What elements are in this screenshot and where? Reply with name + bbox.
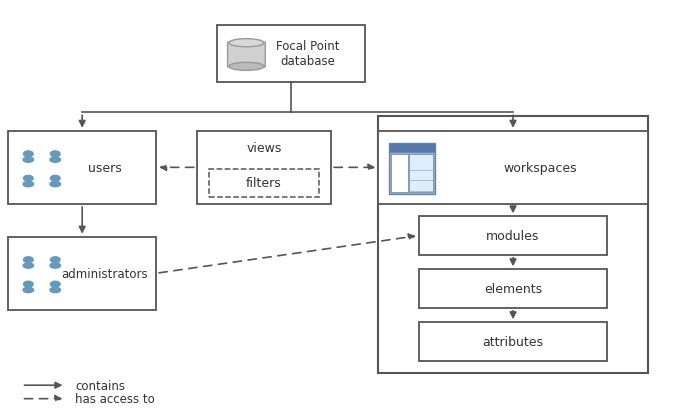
Text: attributes: attributes <box>483 335 544 348</box>
Ellipse shape <box>50 288 60 293</box>
FancyBboxPatch shape <box>228 43 265 68</box>
Ellipse shape <box>23 157 34 163</box>
FancyBboxPatch shape <box>389 144 435 194</box>
FancyBboxPatch shape <box>8 237 156 310</box>
Circle shape <box>24 176 33 182</box>
Text: users: users <box>87 162 121 174</box>
Circle shape <box>24 152 33 157</box>
Text: Focal Point
database: Focal Point database <box>276 40 339 68</box>
FancyBboxPatch shape <box>391 154 408 193</box>
FancyBboxPatch shape <box>419 322 607 361</box>
Text: contains: contains <box>76 379 126 392</box>
Circle shape <box>51 152 60 157</box>
Circle shape <box>51 281 60 288</box>
Ellipse shape <box>23 182 34 187</box>
Ellipse shape <box>50 182 60 187</box>
Circle shape <box>24 257 33 263</box>
Text: views: views <box>246 142 282 155</box>
FancyBboxPatch shape <box>217 26 365 83</box>
Ellipse shape <box>229 63 264 71</box>
FancyBboxPatch shape <box>409 154 433 193</box>
Text: filters: filters <box>246 177 282 190</box>
Ellipse shape <box>50 157 60 163</box>
Text: modules: modules <box>486 229 539 243</box>
Text: administrators: administrators <box>61 267 147 280</box>
FancyBboxPatch shape <box>379 131 648 204</box>
Text: has access to: has access to <box>76 392 155 405</box>
Ellipse shape <box>23 263 34 269</box>
Ellipse shape <box>50 263 60 269</box>
Ellipse shape <box>23 288 34 293</box>
FancyBboxPatch shape <box>209 170 319 197</box>
Circle shape <box>51 176 60 182</box>
Text: elements: elements <box>484 282 542 295</box>
FancyBboxPatch shape <box>8 131 156 204</box>
FancyBboxPatch shape <box>197 131 331 204</box>
FancyBboxPatch shape <box>389 144 435 153</box>
Ellipse shape <box>229 40 264 48</box>
FancyBboxPatch shape <box>419 270 607 308</box>
Text: workspaces: workspaces <box>503 162 577 174</box>
FancyBboxPatch shape <box>419 217 607 255</box>
Circle shape <box>24 281 33 288</box>
Circle shape <box>51 257 60 263</box>
